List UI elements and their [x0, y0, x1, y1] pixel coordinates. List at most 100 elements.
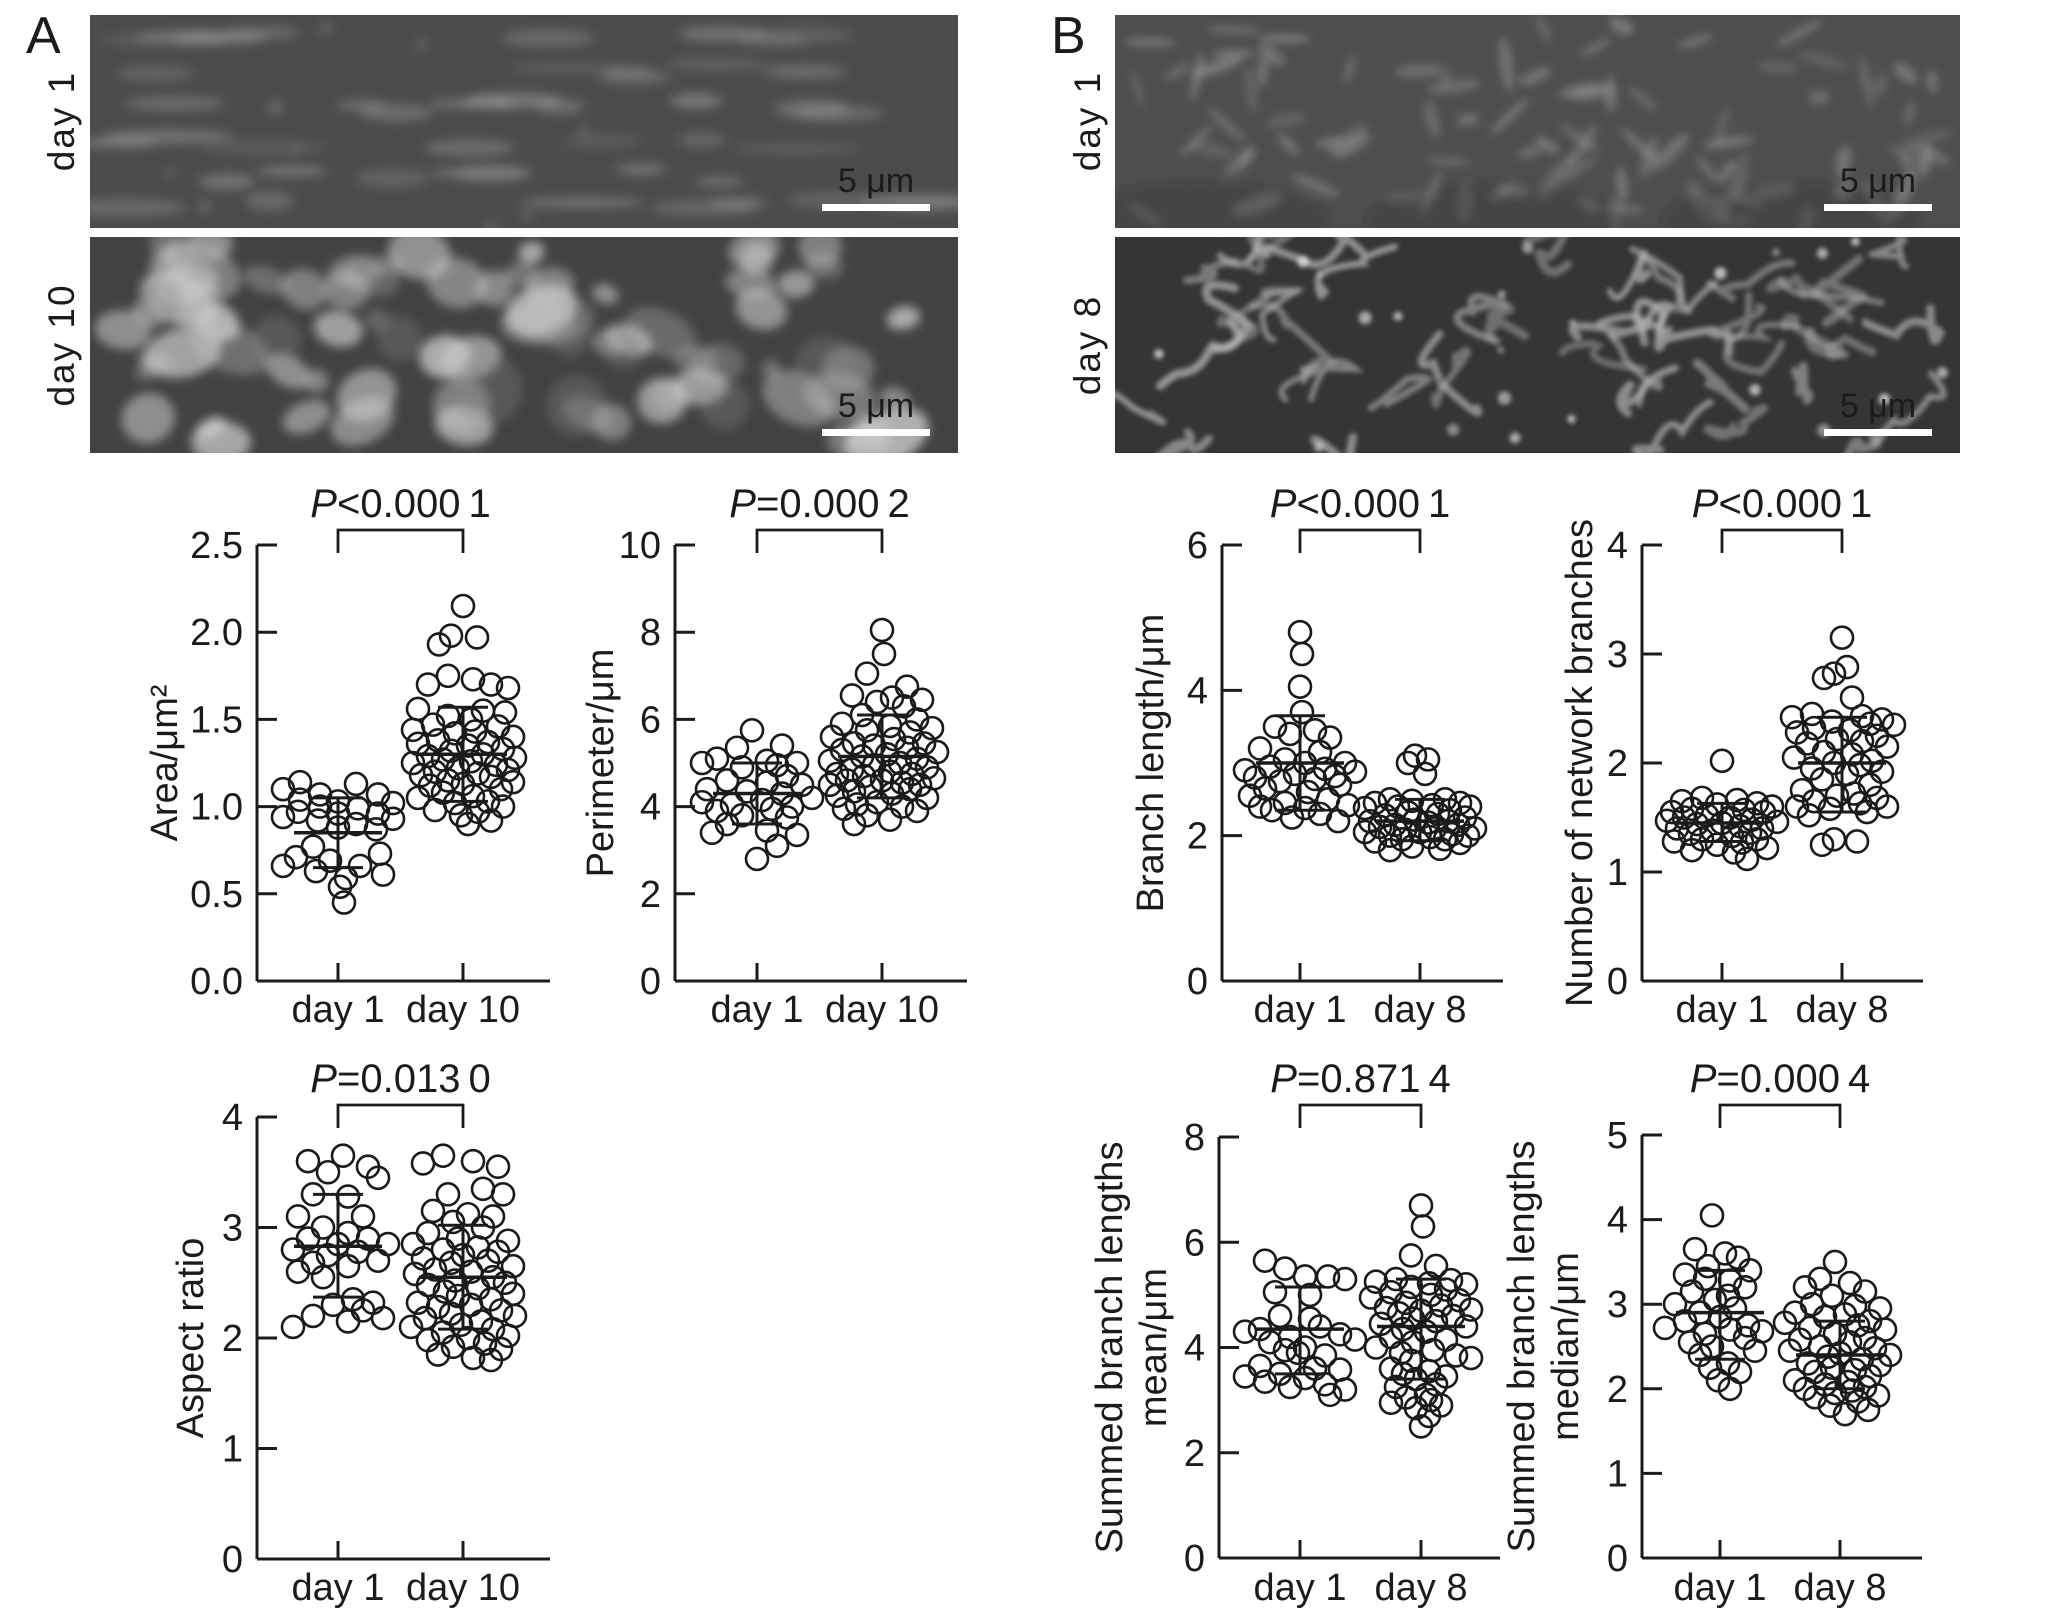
y-tick-label: 2	[1607, 743, 1628, 785]
micrograph-b-day8: 5 μm	[1115, 237, 1960, 453]
points-day-10	[400, 593, 528, 837]
data-point	[1679, 796, 1705, 822]
data-point	[1834, 654, 1860, 680]
data-point	[432, 1279, 458, 1304]
micrograph-b-day1-scale-bar-label: 5 μm	[1840, 162, 1916, 200]
data-point	[1363, 1269, 1389, 1295]
data-point	[854, 803, 880, 828]
x-category-label: day 1	[1674, 1567, 1767, 1609]
data-point	[764, 833, 790, 859]
data-point	[1262, 1279, 1288, 1305]
error-bar-day-10	[838, 713, 926, 800]
points-day-10	[398, 1143, 528, 1373]
data-point	[911, 731, 937, 756]
data-point	[1285, 1340, 1311, 1366]
error-bar-day-1	[1678, 801, 1766, 843]
significance-bracket	[336, 528, 465, 553]
micrograph-a-day1-label: day 1	[41, 70, 82, 172]
data-point	[1443, 1343, 1469, 1368]
y-tick-label: 6	[1184, 1222, 1205, 1264]
data-point	[1358, 1285, 1384, 1310]
data-point	[320, 1292, 346, 1318]
data-point	[1809, 832, 1835, 858]
y-axis-label: Perimeter/μm	[580, 649, 622, 878]
data-point	[1872, 1317, 1898, 1342]
data-point	[1839, 685, 1865, 710]
data-point	[425, 1342, 451, 1367]
data-point	[1390, 1361, 1416, 1387]
data-point	[1792, 1274, 1818, 1300]
y-tick-label: 3	[1607, 634, 1628, 676]
y-tick-label: 0	[640, 961, 661, 1003]
x-category-label: day 1	[292, 1567, 385, 1609]
y-tick-label: 8	[640, 612, 661, 654]
y-tick-label: 2	[1184, 1433, 1205, 1475]
data-point	[470, 1176, 496, 1202]
data-point	[904, 707, 930, 732]
data-point	[1277, 1374, 1303, 1400]
data-point	[1712, 1241, 1738, 1266]
data-point	[1247, 1353, 1273, 1379]
data-point	[285, 1204, 311, 1229]
data-point	[430, 1143, 456, 1168]
y-tick-label: 6	[640, 699, 661, 741]
y-axis-label: Branch length/μm	[1130, 614, 1172, 913]
micrograph-a-day1: 5 μm	[90, 15, 958, 228]
data-point	[1777, 1338, 1803, 1364]
data-point	[1232, 1364, 1258, 1389]
error-bar-day-8	[1377, 1277, 1465, 1381]
micrograph-b-day1-scale-bar	[1824, 204, 1932, 211]
data-point	[1759, 794, 1785, 819]
data-point	[1692, 1266, 1718, 1292]
p-value-label: P=0.013 0	[310, 1057, 490, 1101]
micrograph-b-day8-label: day 8	[1067, 294, 1108, 396]
data-point	[864, 689, 890, 715]
data-point	[871, 641, 897, 667]
data-point	[1279, 805, 1305, 830]
data-point	[450, 593, 476, 619]
y-tick-label: 0.5	[190, 874, 243, 916]
data-point	[1734, 846, 1760, 872]
chart-perimeter: 0 2 4 6 8 10 Perimeter/μm day 1 day 10 P=0.000 2	[580, 482, 967, 1031]
y-tick-label: 4	[1187, 670, 1208, 712]
error-bar-day-8	[1798, 715, 1886, 814]
y-tick-label: 4	[222, 1097, 243, 1139]
y-tick-label: 4	[640, 787, 661, 829]
data-point	[495, 1323, 521, 1349]
data-point	[331, 890, 357, 915]
data-point	[739, 717, 765, 743]
y-tick-label: 0	[1187, 961, 1208, 1003]
error-bar-day-8	[1376, 797, 1464, 843]
data-point	[442, 721, 468, 746]
points-day-1	[1652, 1203, 1775, 1402]
data-point	[485, 714, 511, 739]
data-point	[500, 769, 526, 795]
points-day-8	[1772, 1249, 1903, 1427]
y-tick-label: 4	[1607, 1200, 1628, 1242]
data-point	[1715, 1283, 1741, 1309]
y-tick-label: 3	[1607, 1284, 1628, 1326]
data-point	[400, 717, 426, 743]
micrograph-a-day1-scale-bar-label: 5 μm	[838, 162, 914, 200]
data-point	[1847, 752, 1873, 778]
data-point	[435, 768, 461, 793]
data-point	[854, 661, 880, 686]
data-point	[1455, 823, 1481, 848]
data-point	[869, 617, 895, 643]
data-point	[327, 874, 353, 900]
data-point	[464, 625, 490, 650]
y-axis-label: median/μm	[1545, 1252, 1587, 1441]
data-point	[699, 820, 725, 846]
data-point	[1725, 1245, 1751, 1270]
data-point	[315, 1159, 341, 1185]
data-point	[1342, 1327, 1368, 1352]
data-point	[300, 1303, 326, 1329]
data-point	[1695, 1253, 1721, 1279]
data-point	[1819, 1283, 1845, 1309]
data-point	[1809, 767, 1835, 792]
data-point	[1362, 829, 1388, 854]
y-axis-label: Summed branch lengths	[1089, 1142, 1131, 1554]
data-point	[1327, 1322, 1353, 1347]
data-point	[1772, 1310, 1798, 1336]
y-axis-label: Number of network branches	[1559, 519, 1601, 1007]
